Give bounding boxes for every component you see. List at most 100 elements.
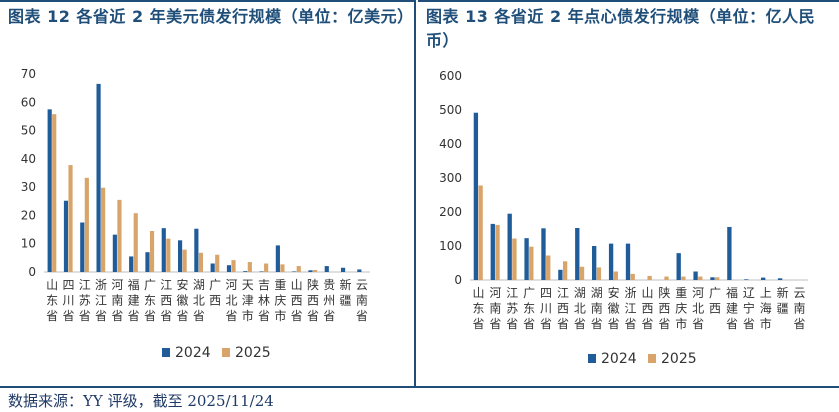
x-tick-label: 重	[675, 286, 687, 300]
x-tick-label: 东	[46, 294, 58, 308]
x-tick-label: 徽	[177, 293, 189, 308]
x-tick-label: 省	[144, 309, 156, 323]
legend-swatch-2024	[162, 348, 170, 357]
x-tick-label: 西	[291, 294, 303, 308]
x-tick-label: 广	[523, 286, 535, 300]
x-tick-label: 西	[658, 302, 670, 316]
bar-2025-山西省	[296, 266, 301, 272]
legend-label-2025: 2025	[661, 351, 697, 367]
panel-divider	[414, 0, 416, 386]
y-tick-label: 300	[439, 171, 462, 185]
x-tick-label: 建	[128, 294, 140, 308]
bar-2024-上海市	[761, 277, 766, 280]
x-tick-label: 河	[225, 278, 237, 292]
x-tick-label: 省	[523, 317, 535, 331]
bar-2024-河南省	[490, 223, 495, 280]
x-tick-label: 省	[692, 317, 704, 331]
x-tick-label: 重	[274, 278, 286, 292]
x-tick-label: 江	[79, 278, 91, 292]
x-tick-label: 南	[794, 301, 806, 316]
x-tick-label: 江	[625, 302, 637, 316]
y-tick-label: 600	[439, 69, 462, 83]
y-tick-label: 60	[21, 95, 36, 109]
x-tick-label: 西	[557, 302, 569, 316]
bar-2025-江苏省	[84, 177, 89, 272]
bar-2024-广西	[210, 263, 215, 272]
bar-2024-四川省	[541, 228, 546, 280]
bar-2025-河南省	[495, 224, 500, 280]
x-tick-label: 省	[625, 317, 637, 331]
x-tick-label: 山	[46, 278, 58, 292]
x-tick-label: 市	[274, 308, 286, 323]
bar-2024-河北省	[693, 271, 698, 280]
bar-2024-湖北省	[575, 227, 580, 280]
bar-2025-山东省	[52, 114, 57, 272]
x-tick-label: 辽	[743, 286, 755, 300]
x-tick-label: 省	[95, 309, 107, 323]
bar-2025-天津市	[247, 262, 252, 272]
x-tick-label: 浙	[95, 278, 107, 292]
bar-2025-湖南省	[596, 267, 602, 280]
x-tick-label: 省	[726, 317, 738, 331]
source-note: 数据来源：YY 评级，截至 2025/11/24	[8, 392, 274, 410]
bar-2024-河南省	[112, 234, 117, 272]
legend-swatch-2025	[222, 348, 230, 357]
y-tick-label: 500	[439, 103, 462, 117]
x-tick-label: 省	[743, 317, 755, 331]
legend-swatch-2024	[588, 354, 596, 363]
x-tick-label: 市	[760, 316, 772, 331]
y-tick-label: 100	[439, 239, 462, 253]
bar-2025-山东省	[478, 185, 483, 280]
x-tick-label: 新	[340, 277, 352, 292]
x-tick-label: 省	[356, 309, 368, 323]
x-tick-label: 云	[794, 286, 806, 300]
bar-2024-吉林省	[259, 271, 264, 272]
bar-2025-湖北省	[198, 252, 204, 272]
legend-label-2025: 2025	[235, 345, 271, 361]
x-tick-label: 江	[557, 286, 569, 300]
y-tick-label: 0	[454, 273, 462, 287]
bar-2024-福建省	[129, 256, 134, 272]
x-tick-label: 津	[242, 294, 254, 308]
y-tick-label: 0	[28, 265, 36, 279]
bar-2025-河北省	[698, 276, 703, 280]
chart-title-right: 图表 13 各省近 2 年点心债发行规模（单位：亿人民币）	[426, 7, 816, 50]
bar-2024-四川省	[63, 200, 69, 272]
x-tick-label: 省	[557, 317, 569, 331]
bar-2024-山东省	[47, 109, 52, 272]
x-tick-label: 省	[472, 317, 484, 331]
bar-2025-广东省	[529, 246, 534, 280]
x-tick-label: 市	[675, 316, 687, 331]
bar-2024-江苏省	[507, 213, 512, 280]
x-tick-label: 省	[540, 317, 552, 331]
x-tick-label: 省	[574, 317, 586, 331]
bar-2024-天津市	[243, 271, 248, 272]
bar-2024-河北省	[226, 265, 232, 272]
x-tick-label: 市	[242, 308, 254, 323]
bar-2025-安徽省	[613, 271, 618, 280]
top-rule	[418, 0, 839, 2]
x-tick-label: 南	[489, 301, 501, 316]
y-tick-label: 400	[439, 137, 462, 151]
x-tick-label: 疆	[340, 294, 352, 308]
x-tick-label: 省	[608, 317, 620, 331]
x-tick-label: 省	[291, 309, 303, 323]
bar-2025-广东省	[149, 230, 155, 272]
x-tick-label: 省	[641, 317, 653, 331]
bar-2024-重庆市	[275, 245, 280, 272]
bar-2024-山西省	[292, 271, 297, 272]
bar-2024-山东省	[473, 112, 479, 280]
bar-2024-广西	[710, 277, 715, 280]
x-tick-label: 广	[144, 278, 156, 292]
top-rule	[0, 0, 414, 2]
y-tick-label: 30	[21, 180, 36, 194]
x-tick-label: 宁	[743, 301, 755, 316]
x-tick-label: 林	[258, 294, 270, 308]
y-tick-label: 20	[21, 208, 36, 222]
legend-label-2024: 2024	[175, 345, 211, 361]
bar-2024-新疆	[340, 267, 346, 272]
x-tick-label: 省	[258, 309, 270, 323]
x-tick-label: 北	[574, 302, 586, 316]
x-tick-label: 苏	[506, 302, 518, 316]
x-tick-label: 省	[307, 309, 319, 323]
